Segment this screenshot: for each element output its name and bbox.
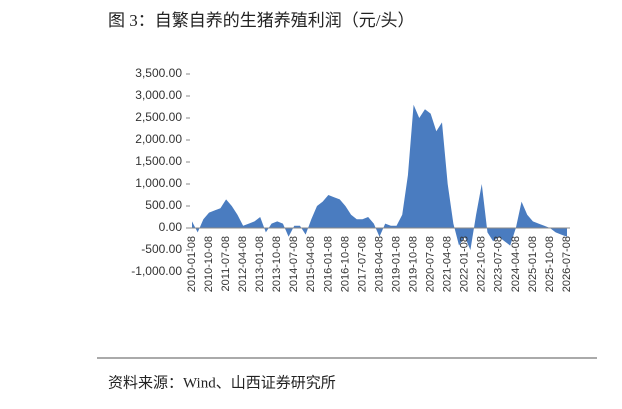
x-tick-label: 2026-07-08 (561, 236, 573, 292)
x-tick-label: 2018-04-08 (373, 236, 385, 292)
y-tick-label: 2,000.00 (135, 132, 182, 146)
source: 资料来源：Wind、山西证券研究所 (108, 374, 336, 391)
x-tick-label: 2024-04-08 (510, 236, 522, 292)
x-tick-label: 2016-10-08 (339, 236, 351, 292)
x-tick-label: 2025-01-08 (527, 236, 539, 292)
y-tick-label: 3,000.00 (135, 88, 182, 102)
x-tick-label: 2019-01-08 (390, 236, 402, 292)
y-tick-label: 1,000.00 (135, 176, 182, 190)
x-tick-label: 2013-01-08 (254, 236, 266, 292)
y-tick-label: 2,500.00 (135, 110, 182, 124)
y-tick-label: 1,500.00 (135, 154, 182, 168)
x-tick-label: 2011-07-08 (220, 236, 232, 291)
y-tick-label: 0.00 (159, 220, 183, 234)
y-tick-label: -1,000.00 (131, 264, 182, 278)
x-tick-label: 2014-07-08 (288, 236, 300, 292)
chart-title: 图 3：自繁自养的生猪养殖利润（元/头） (108, 11, 414, 30)
y-tick-label: 3,500.00 (135, 66, 182, 80)
y-tick-label: 500.00 (145, 198, 182, 212)
x-tick-label: 2010-01-08 (186, 236, 198, 292)
x-tick-label: 2010-10-08 (203, 236, 215, 292)
x-tick-label: 2023-07-08 (493, 236, 505, 292)
x-tick-label: 2017-07-08 (356, 236, 368, 292)
x-tick-label: 2015-04-08 (305, 236, 317, 292)
y-tick-label: -500.00 (141, 242, 182, 256)
x-tick-label: 2021-04-08 (442, 236, 454, 292)
x-tick-label: 2012-04-08 (237, 236, 249, 292)
x-tick-label: 2022-10-08 (476, 236, 488, 292)
x-tick-label: 2020-07-08 (425, 236, 437, 292)
x-tick-label: 2025-10-08 (544, 236, 556, 292)
x-tick-label: 2022-01-08 (459, 236, 471, 292)
x-tick-label: 2016-01-08 (322, 236, 334, 292)
x-tick-label: 2019-10-08 (407, 236, 419, 292)
x-tick-label: 2013-10-08 (271, 236, 283, 292)
